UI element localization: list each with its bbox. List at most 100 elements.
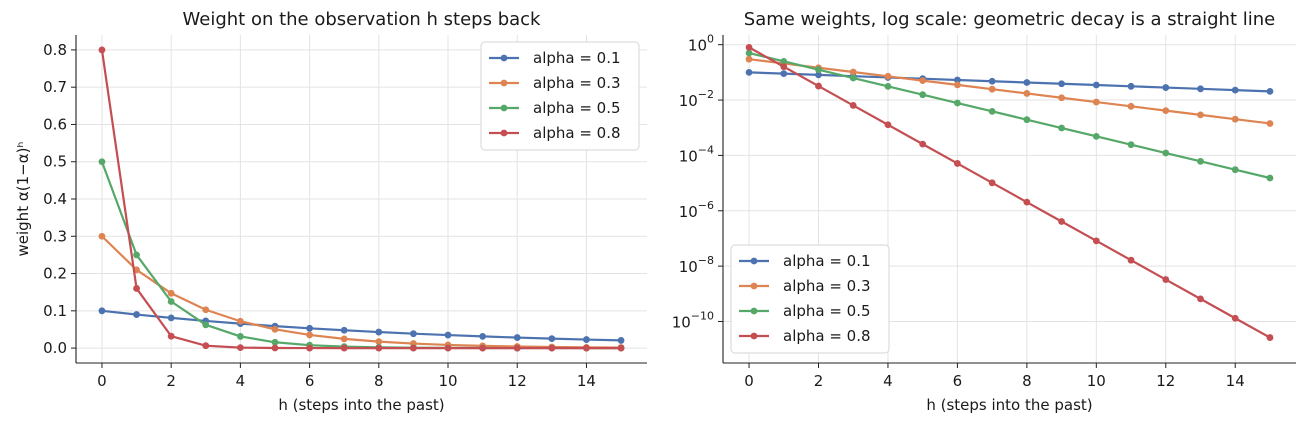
legend-label: alpha = 0.3 bbox=[783, 277, 871, 295]
data-point bbox=[954, 160, 961, 167]
x-tick-label: 4 bbox=[883, 372, 893, 390]
data-point bbox=[1092, 81, 1100, 89]
data-point bbox=[583, 344, 590, 352]
y-tick-exponent: 0 bbox=[707, 33, 714, 46]
data-point bbox=[375, 344, 383, 352]
data-point bbox=[583, 336, 590, 343]
data-point bbox=[815, 71, 822, 79]
data-point bbox=[780, 63, 788, 71]
data-point bbox=[202, 321, 210, 329]
x-tick-label: 4 bbox=[236, 372, 246, 390]
data-point bbox=[1197, 157, 1204, 165]
y-tick-label: 0.2 bbox=[43, 265, 67, 283]
data-point bbox=[444, 344, 452, 352]
data-point bbox=[167, 298, 175, 305]
data-point bbox=[1162, 276, 1170, 283]
right-chart-panel: 0 2 4 6 8 10 12 1410010−210−410−610−810−10Same … bbox=[672, 9, 1296, 414]
x-axis-label: h (steps into the past) bbox=[278, 396, 444, 414]
data-point bbox=[167, 314, 175, 322]
legend-marker bbox=[500, 104, 508, 112]
x-tick-label: 6 bbox=[305, 372, 315, 390]
y-tick-base: 10 bbox=[679, 203, 698, 221]
data-point bbox=[988, 77, 996, 85]
y-tick-label: 10−2 bbox=[679, 88, 714, 110]
data-point bbox=[548, 344, 556, 352]
data-point bbox=[849, 68, 857, 76]
data-point bbox=[98, 46, 106, 54]
data-point bbox=[513, 344, 521, 352]
data-point bbox=[98, 158, 106, 166]
y-tick-label: 0.8 bbox=[43, 41, 67, 59]
legend-marker bbox=[750, 332, 758, 340]
data-point bbox=[815, 66, 822, 74]
data-point bbox=[1162, 149, 1170, 157]
data-point bbox=[1266, 334, 1274, 341]
data-point bbox=[306, 344, 313, 352]
legend-marker bbox=[500, 79, 508, 87]
y-tick-exponent: −2 bbox=[698, 88, 714, 101]
data-point bbox=[1197, 295, 1204, 303]
series-line-1 bbox=[749, 71, 1270, 93]
y-axis-label: weight α(1−α)ʰ bbox=[14, 142, 32, 257]
y-tick-label: 0.0 bbox=[43, 339, 67, 357]
data-point bbox=[988, 179, 996, 187]
data-point bbox=[167, 289, 175, 297]
data-point bbox=[340, 335, 348, 343]
x-tick-label: 14 bbox=[1226, 372, 1245, 390]
left-chart-panel: 0 2 4 6 8 10 12 14 0.0 0.1 0.2 0.3 0.4 0.5 0.6 0.7 0.8 We… bbox=[14, 9, 647, 414]
data-point bbox=[479, 344, 487, 352]
data-point bbox=[1231, 86, 1239, 94]
y-tick-base: 10 bbox=[672, 313, 691, 331]
data-point bbox=[410, 344, 417, 352]
data-point bbox=[306, 324, 313, 332]
data-point bbox=[410, 330, 417, 338]
data-point bbox=[745, 49, 753, 57]
y-tick-exponent: −6 bbox=[698, 199, 714, 212]
x-axis-label: h (steps into the past) bbox=[926, 396, 1092, 414]
legend-label: alpha = 0.1 bbox=[783, 252, 871, 270]
data-point bbox=[1058, 218, 1065, 225]
data-point bbox=[1127, 141, 1135, 149]
data-point bbox=[884, 121, 892, 129]
x-tick-label: 10 bbox=[1087, 372, 1106, 390]
data-point bbox=[479, 332, 487, 340]
legend-label: alpha = 0.1 bbox=[533, 49, 621, 67]
y-tick-label: 0.4 bbox=[43, 190, 67, 208]
data-point bbox=[1197, 111, 1204, 119]
data-point bbox=[133, 311, 140, 318]
data-point bbox=[919, 77, 927, 84]
legend-label: alpha = 0.5 bbox=[533, 99, 621, 117]
data-point bbox=[988, 85, 996, 93]
legend-label: alpha = 0.3 bbox=[533, 74, 621, 92]
data-point bbox=[1023, 79, 1031, 86]
data-point bbox=[954, 81, 961, 89]
y-tick-base: 10 bbox=[679, 258, 698, 276]
data-point bbox=[340, 344, 348, 352]
x-tick-label: 0 bbox=[744, 372, 754, 390]
x-tick-label: 8 bbox=[1022, 372, 1032, 390]
y-tick-label: 100 bbox=[688, 33, 714, 55]
data-point bbox=[815, 82, 822, 90]
data-point bbox=[1058, 94, 1065, 102]
series-line-4 bbox=[100, 49, 622, 350]
x-tick-label: 10 bbox=[438, 372, 457, 390]
y-tick-label: 10−6 bbox=[679, 199, 714, 221]
data-point bbox=[988, 107, 996, 115]
data-point bbox=[1197, 85, 1204, 93]
data-point bbox=[780, 57, 788, 65]
legend: alpha = 0.1 alpha = 0.3 alpha = 0.5 alpha =… bbox=[730, 244, 890, 354]
chart-title: Same weights, log scale: geometric decay… bbox=[744, 9, 1275, 30]
data-point bbox=[745, 55, 753, 63]
x-tick-label: 14 bbox=[577, 372, 596, 390]
data-point bbox=[513, 334, 521, 341]
data-point bbox=[919, 91, 927, 99]
data-point bbox=[271, 325, 279, 333]
y-tick-base: 10 bbox=[679, 92, 698, 110]
data-point bbox=[1058, 124, 1065, 132]
data-point bbox=[1127, 82, 1135, 90]
data-point bbox=[1127, 102, 1135, 110]
legend: alpha = 0.1 alpha = 0.3 alpha = 0.5 alpha =… bbox=[480, 41, 640, 151]
data-point bbox=[1092, 237, 1100, 245]
